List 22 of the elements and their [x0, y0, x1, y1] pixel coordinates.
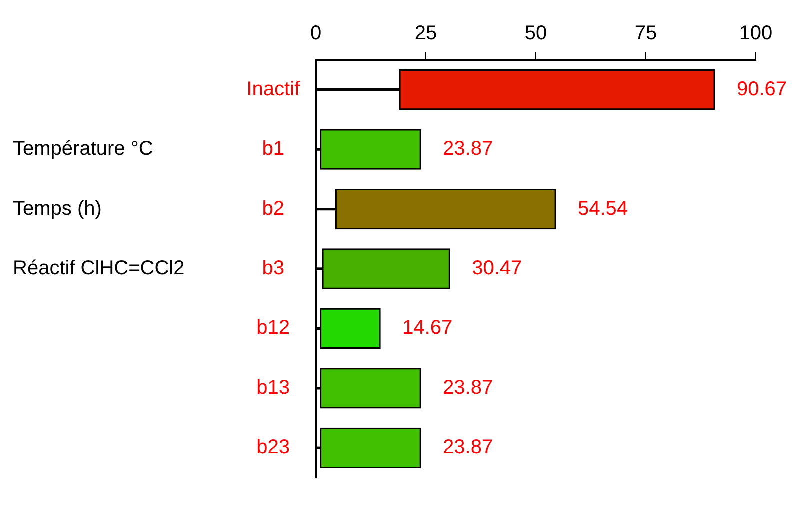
- y-tick-label: b12: [256, 317, 290, 340]
- total-label: 23.87: [443, 436, 494, 459]
- x-tick-label: 75: [634, 22, 658, 45]
- total-label: 30.47: [472, 258, 522, 280]
- y-tick-label: b1: [262, 138, 284, 160]
- y-tick-label: b3: [262, 258, 284, 280]
- total-label: 54.54: [578, 198, 628, 220]
- total-label: 90.67: [736, 78, 788, 100]
- x-tick-label: 100: [739, 22, 773, 45]
- total-label: 14.67: [402, 317, 453, 340]
- y-tick-label: Inactif: [246, 78, 300, 100]
- x-tick-label: 25: [414, 22, 438, 45]
- x-tick-label: 0: [310, 22, 322, 45]
- text: Température °C: [13, 138, 154, 160]
- total-label: 23.87: [443, 138, 494, 160]
- y-tick-label: b23: [256, 436, 290, 459]
- text: Réactif ClHC=CCl2: [13, 258, 185, 280]
- y-tick-label: b13: [256, 376, 290, 399]
- text: Temps (h): [13, 198, 102, 220]
- x-tick-label: 50: [524, 22, 548, 45]
- y-tick-label: b2: [262, 198, 284, 220]
- total-label: 23.87: [443, 376, 494, 399]
